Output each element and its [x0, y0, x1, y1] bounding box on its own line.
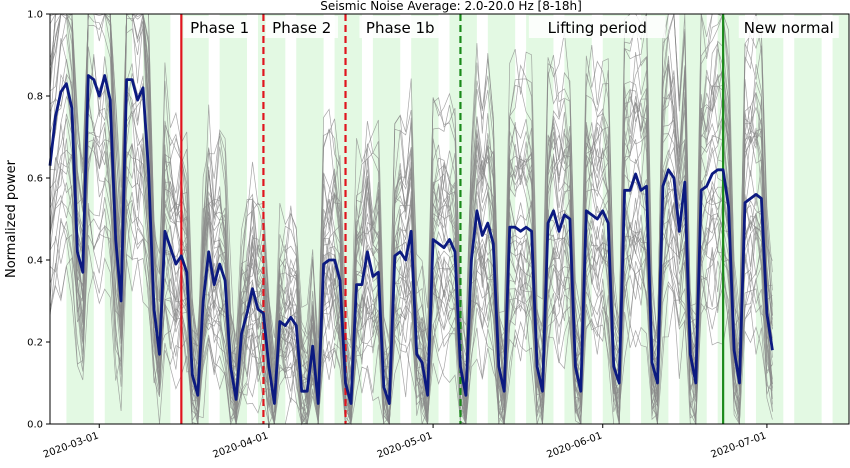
phase-label-bg [183, 16, 256, 38]
station-trace [49, 13, 773, 383]
phase-label: Phase 2 [272, 19, 331, 37]
phase-label: New normal [744, 19, 834, 37]
weekday-band [794, 14, 822, 424]
y-tick-label: 0.8 [27, 92, 43, 103]
x-tick-label: 2020-04-01 [212, 430, 270, 460]
station-trace [49, 136, 773, 425]
phase-lines [180, 14, 725, 424]
phase-label-bg [738, 16, 839, 38]
phase-label: Phase 1 [190, 19, 249, 37]
x-tick-label: 2020-07-01 [710, 430, 768, 460]
phase-label-bg [265, 16, 338, 38]
y-tick-label: 0.4 [27, 256, 43, 267]
plot-frame [49, 13, 850, 425]
average-line [48, 74, 774, 405]
phase-label-bg [528, 16, 666, 38]
y-tick-label: 0.6 [27, 174, 43, 185]
average-series [48, 74, 774, 405]
y-tick-label: 1.0 [27, 10, 43, 21]
chart-title: Seismic Noise Average: 2.0-20.0 Hz [8-18… [320, 0, 582, 13]
station-trace [49, 256, 773, 426]
phase-label: Lifting period [548, 19, 647, 37]
phase-labels: Phase 1 Phase 2 Phase 1b Lifting period New … [183, 16, 839, 38]
station-trace [49, 203, 773, 425]
y-tick-label: 0.0 [27, 420, 43, 431]
y-axis: 0.0 0.2 0.4 0.6 0.8 1.0 [27, 10, 50, 431]
y-tick-label: 0.2 [27, 338, 43, 349]
station-trace [49, 199, 773, 425]
x-tick-label: 2020-05-01 [376, 430, 434, 460]
phase-label: Phase 1b [366, 19, 435, 37]
x-axis: 2020-03-01 2020-04-01 2020-05-01 2020-06-01… [42, 424, 768, 461]
x-tick-label: 2020-03-01 [42, 430, 100, 460]
x-tick-label: 2020-06-01 [545, 430, 603, 460]
y-axis-label: Normalized power [4, 159, 19, 278]
weekday-band [832, 14, 849, 424]
weekday-band [372, 14, 401, 424]
phase-label-bg [359, 16, 442, 38]
